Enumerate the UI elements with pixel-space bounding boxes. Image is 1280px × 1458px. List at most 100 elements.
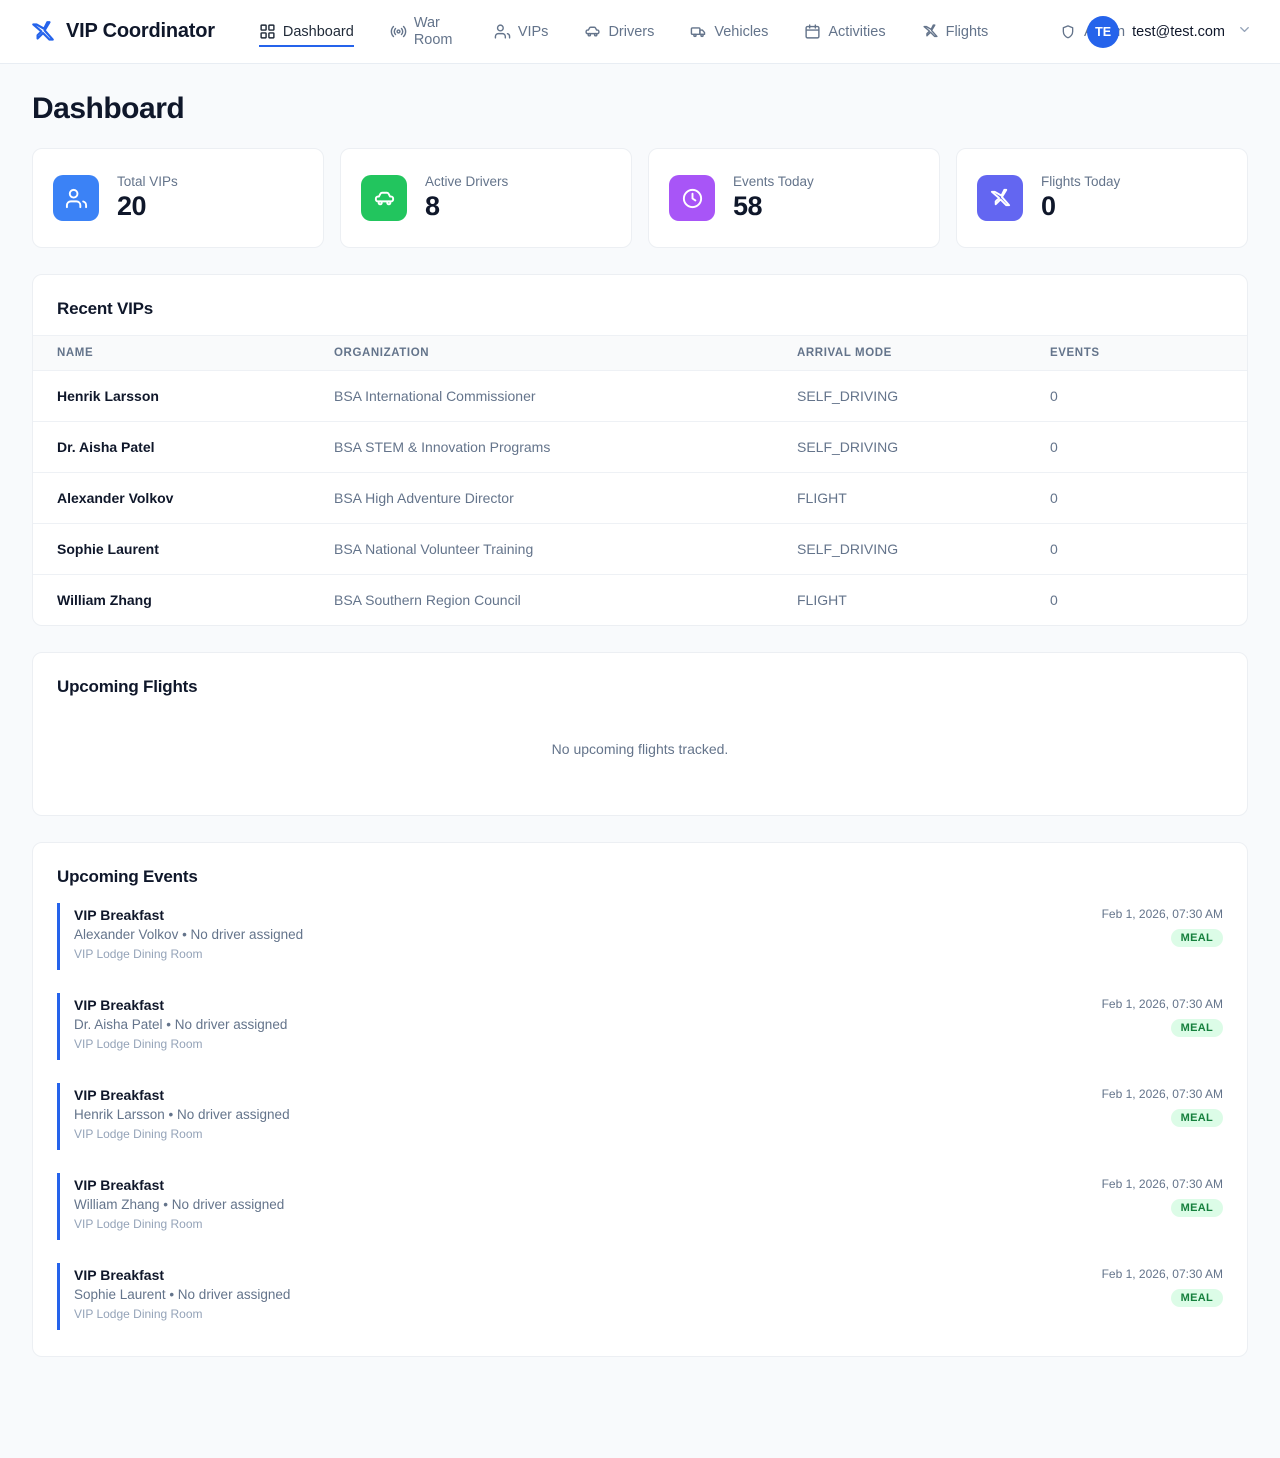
cell-organization: BSA Southern Region Council [334, 592, 521, 608]
stat-card-events-today: Events Today 58 [648, 148, 940, 248]
plane-icon [30, 19, 56, 45]
cell-events: 0 [1034, 472, 1247, 524]
column-header-events[interactable]: EVENTS [1034, 335, 1247, 371]
cell-name: Dr. Aisha Patel [33, 421, 318, 473]
panel-title: Upcoming Flights [57, 677, 198, 696]
cell-arrival-mode: FLIGHT [781, 472, 1034, 524]
stat-card-total-vips: Total VIPs 20 [32, 148, 324, 248]
event-title: VIP Breakfast [74, 907, 165, 923]
cell-events: 0 [1034, 523, 1247, 575]
recent-vips-panel: Recent VIPs NAME ORGANIZATION ARRIVAL MO… [32, 274, 1248, 626]
users-icon [53, 175, 99, 221]
status-badge: MEAL [1170, 929, 1223, 947]
cell-name: Alexander Volkov [33, 472, 318, 524]
cell-organization: BSA STEM & Innovation Programs [318, 421, 781, 473]
event-location: VIP Lodge Dining Room [74, 1217, 203, 1231]
event-title: VIP Breakfast [74, 1087, 165, 1103]
chevron-down-icon[interactable] [1237, 22, 1252, 42]
active-tab-underline [258, 45, 354, 47]
event-main: VIP Breakfast William Zhang • No driver … [74, 1177, 1082, 1231]
status-badge: MEAL [1170, 1019, 1223, 1037]
column-header-arrival-mode[interactable]: ARRIVAL MODE [781, 335, 1034, 371]
panel-title: Recent VIPs [57, 299, 154, 318]
event-subtitle: William Zhang • No driver assigned [74, 1197, 285, 1212]
page-content: Dashboard Total VIPs 20 Active Dri [0, 64, 1280, 1383]
cell-events: 0 [1050, 592, 1058, 608]
nav-label: Flights [945, 23, 989, 40]
column-header-name[interactable]: NAME [33, 335, 318, 371]
list-item[interactable]: VIP Breakfast Alexander Volkov • No driv… [57, 903, 1223, 970]
nav-label: Dashboard [282, 23, 354, 40]
nav-links: Dashboard War Room VIPs [241, 0, 1006, 63]
event-time: Feb 1, 2026, 07:30 AM [1101, 1267, 1223, 1281]
status-badge: MEAL [1170, 1199, 1223, 1217]
stat-label: Events Today [733, 173, 814, 189]
user-email: test@test.com [1132, 23, 1225, 40]
status-badge: MEAL [1170, 1109, 1223, 1127]
car-icon [361, 175, 407, 221]
truck-icon [690, 23, 707, 40]
stat-label: Flights Today [1041, 173, 1121, 189]
cell-events: 0 [1034, 370, 1247, 422]
nav-label: Vehicles [714, 23, 769, 40]
events-list: VIP Breakfast Alexander Volkov • No driv… [33, 903, 1247, 1356]
stat-value: 20 [117, 190, 147, 221]
cell-organization: BSA High Adventure Director [318, 472, 781, 524]
nav-item-vehicles[interactable]: Vehicles [672, 0, 786, 63]
brand[interactable]: VIP Coordinator [30, 19, 215, 45]
table-row[interactable]: Alexander Volkov BSA High Adventure Dire… [33, 472, 1247, 524]
nav-label: Drivers [608, 23, 655, 40]
cell-arrival-mode: SELF_DRIVING [781, 421, 1034, 473]
broadcast-icon [390, 23, 407, 40]
empty-state-message: No upcoming flights tracked. [551, 741, 729, 757]
cell-name: William Zhang [57, 592, 152, 608]
table-row[interactable]: Sophie Laurent BSA National Volunteer Tr… [33, 523, 1247, 575]
status-badge: MEAL [1170, 1289, 1223, 1307]
table-header-row: NAME ORGANIZATION ARRIVAL MODE EVENTS [33, 335, 1247, 371]
event-meta: Feb 1, 2026, 07:30 AM MEAL [1082, 1087, 1223, 1127]
top-navbar: VIP Coordinator Dashboard War Room [0, 0, 1280, 64]
column-header-organization[interactable]: ORGANIZATION [318, 335, 781, 371]
table-row[interactable]: Henrik Larsson BSA International Commiss… [33, 370, 1247, 422]
list-item[interactable]: VIP Breakfast Sophie Laurent • No driver… [57, 1263, 1223, 1330]
stat-value: 58 [733, 190, 763, 221]
nav-item-drivers[interactable]: Drivers [566, 0, 672, 63]
event-time: Feb 1, 2026, 07:30 AM [1101, 907, 1223, 921]
event-main: VIP Breakfast Sophie Laurent • No driver… [74, 1267, 1082, 1321]
nav-item-dashboard[interactable]: Dashboard [241, 0, 372, 63]
nav-item-activities[interactable]: Activities [786, 0, 903, 63]
event-subtitle: Henrik Larsson • No driver assigned [74, 1107, 290, 1122]
event-location: VIP Lodge Dining Room [74, 1037, 203, 1051]
avatar[interactable]: TE [1087, 15, 1120, 48]
page-title: Dashboard [32, 92, 185, 125]
nav-label: War Room [413, 14, 453, 48]
event-location: VIP Lodge Dining Room [74, 947, 203, 961]
event-meta: Feb 1, 2026, 07:30 AM MEAL [1082, 1267, 1223, 1307]
nav-label: VIPs [517, 23, 549, 40]
table-row[interactable]: William Zhang BSA Southern Region Counci… [33, 575, 1247, 626]
table-row[interactable]: Dr. Aisha Patel BSA STEM & Innovation Pr… [33, 421, 1247, 473]
event-meta: Feb 1, 2026, 07:30 AM MEAL [1082, 997, 1223, 1037]
cell-name: Sophie Laurent [33, 523, 318, 575]
cell-organization: BSA National Volunteer Training [318, 523, 781, 575]
nav-item-vips[interactable]: VIPs [476, 0, 567, 63]
shield-icon [1060, 24, 1076, 40]
nav-item-war-room[interactable]: War Room [372, 0, 476, 63]
stat-card-active-drivers: Active Drivers 8 [340, 148, 632, 248]
event-title: VIP Breakfast [74, 1177, 165, 1193]
stat-label: Active Drivers [425, 173, 509, 189]
event-meta: Feb 1, 2026, 07:30 AM MEAL [1082, 907, 1223, 947]
event-meta: Feb 1, 2026, 07:30 AM MEAL [1082, 1177, 1223, 1217]
list-item[interactable]: VIP Breakfast William Zhang • No driver … [57, 1173, 1223, 1240]
event-time: Feb 1, 2026, 07:30 AM [1101, 997, 1223, 1011]
list-item[interactable]: VIP Breakfast Dr. Aisha Patel • No drive… [57, 993, 1223, 1060]
cell-organization: BSA International Commissioner [318, 370, 781, 422]
list-item[interactable]: VIP Breakfast Henrik Larsson • No driver… [57, 1083, 1223, 1150]
plane-takeoff-icon [977, 175, 1023, 221]
car-icon [584, 23, 601, 40]
nav-label: Activities [828, 23, 886, 40]
stat-value: 8 [425, 190, 440, 221]
nav-item-flights[interactable]: Flights [904, 0, 1007, 63]
cell-arrival-mode: SELF_DRIVING [781, 523, 1034, 575]
clock-icon [669, 175, 715, 221]
